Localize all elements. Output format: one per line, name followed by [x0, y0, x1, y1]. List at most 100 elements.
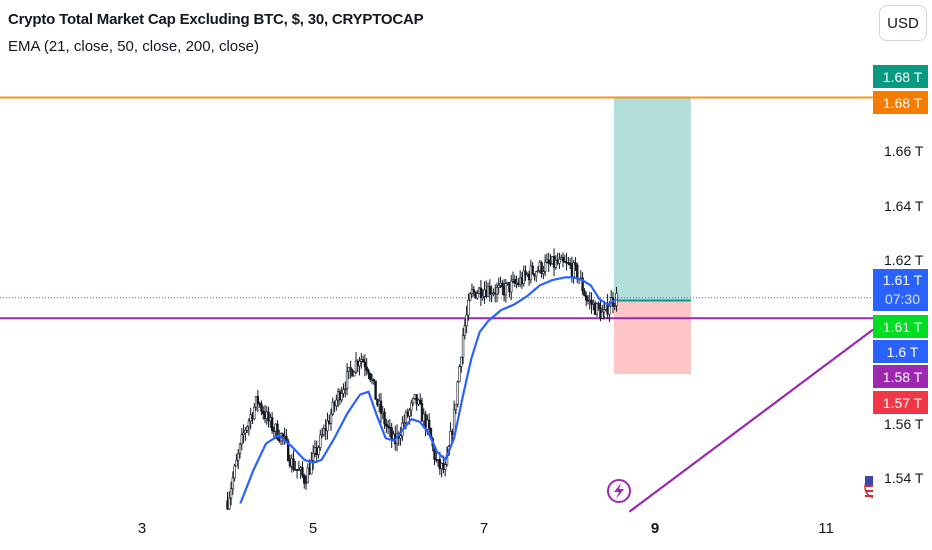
candle [536, 266, 540, 273]
candle-body [490, 293, 493, 295]
candle [228, 491, 231, 510]
candle-body [501, 282, 504, 288]
stop-loss-zone [613, 300, 691, 375]
price-tick-label: 1.64 T [884, 197, 924, 214]
candle-body [476, 293, 479, 299]
stop-price-badge: 1.57 T [873, 391, 928, 414]
time-tick-label: 11 [818, 520, 834, 537]
candle-body [358, 361, 361, 367]
candle-body [574, 262, 577, 266]
candle [402, 414, 406, 429]
candle [554, 255, 558, 270]
candle [563, 254, 566, 263]
candle-body [554, 259, 558, 268]
candle-body [540, 262, 543, 274]
price-tick-label: 1.62 T [884, 252, 924, 268]
candle-body [601, 311, 604, 319]
candle [361, 355, 365, 363]
candle-body [524, 270, 527, 276]
candle [465, 305, 468, 334]
candle-body [342, 389, 345, 394]
candle [247, 418, 251, 436]
candle-body [584, 295, 588, 301]
candle [235, 453, 238, 467]
candle-body [245, 426, 249, 431]
candle-body [369, 373, 372, 380]
candle [497, 277, 500, 295]
candle-body [456, 381, 459, 405]
candle-body [297, 469, 301, 471]
profit-zone [613, 97, 691, 301]
candle [311, 445, 315, 470]
candle-body [467, 299, 470, 316]
candle-body [581, 277, 584, 292]
candle [335, 394, 338, 411]
candle [456, 380, 459, 408]
candle-body [301, 467, 304, 476]
price-tick-label: 1.56 T [884, 415, 924, 432]
candle-body [349, 367, 352, 371]
candle-body [547, 259, 550, 264]
candle-body [563, 260, 566, 263]
ema-value-badge: 1.61 T [873, 315, 928, 338]
candle [270, 411, 274, 434]
candle-body [576, 264, 579, 280]
price-tick-label: 1.66 T [884, 143, 924, 159]
resistance-price-badge: 1.68 T [873, 91, 928, 114]
candle [369, 372, 372, 383]
candle-body [495, 287, 499, 295]
candle [331, 397, 334, 416]
candle [345, 362, 349, 396]
us-flag-icon[interactable] [864, 475, 887, 499]
candle [303, 473, 306, 489]
candle-body [463, 325, 467, 336]
candle [488, 279, 492, 302]
candle-body [465, 314, 468, 327]
candle-body [244, 429, 247, 434]
candlesticks [226, 248, 618, 510]
candle-body [276, 423, 279, 440]
candle-body [306, 467, 310, 484]
candle [481, 288, 484, 301]
candle-body [613, 305, 616, 307]
candle [297, 460, 301, 471]
candle [583, 288, 586, 297]
candle [420, 397, 424, 422]
candle [410, 399, 413, 417]
candle-body [531, 265, 534, 275]
candle-body [408, 409, 411, 417]
candle [385, 418, 388, 433]
candle-body [608, 305, 611, 315]
candle [256, 390, 260, 413]
candle-body [374, 380, 377, 400]
candle [476, 290, 479, 300]
chart-title: Crypto Total Market Cap Excluding BTC, $… [8, 11, 424, 28]
candle [329, 408, 333, 431]
candle [319, 429, 322, 451]
last-price-badge: 1.61 T 07:30 [873, 269, 928, 311]
indicator-legend[interactable]: EMA (21, close, 50, close, 200, close) [8, 38, 259, 55]
candle [260, 400, 263, 416]
candle [231, 471, 235, 495]
candle-body [420, 403, 424, 422]
candle-body [319, 434, 322, 448]
time-tick-label: 9 [650, 520, 660, 537]
candle-body [404, 412, 408, 424]
candle [463, 319, 467, 340]
candle-body [510, 280, 513, 293]
candle [613, 302, 616, 311]
currency-button[interactable]: USD [879, 5, 927, 41]
candle-body [379, 400, 383, 414]
lightning-icon[interactable] [607, 479, 631, 503]
candle-body [427, 419, 431, 429]
candle-body [344, 388, 347, 391]
candle [479, 280, 483, 307]
candle-body [458, 366, 461, 383]
candle-body [242, 432, 245, 436]
candle-body [567, 262, 570, 264]
candle [522, 265, 525, 287]
candle-body [367, 370, 370, 374]
candle-body [267, 411, 270, 422]
candle [292, 450, 295, 472]
